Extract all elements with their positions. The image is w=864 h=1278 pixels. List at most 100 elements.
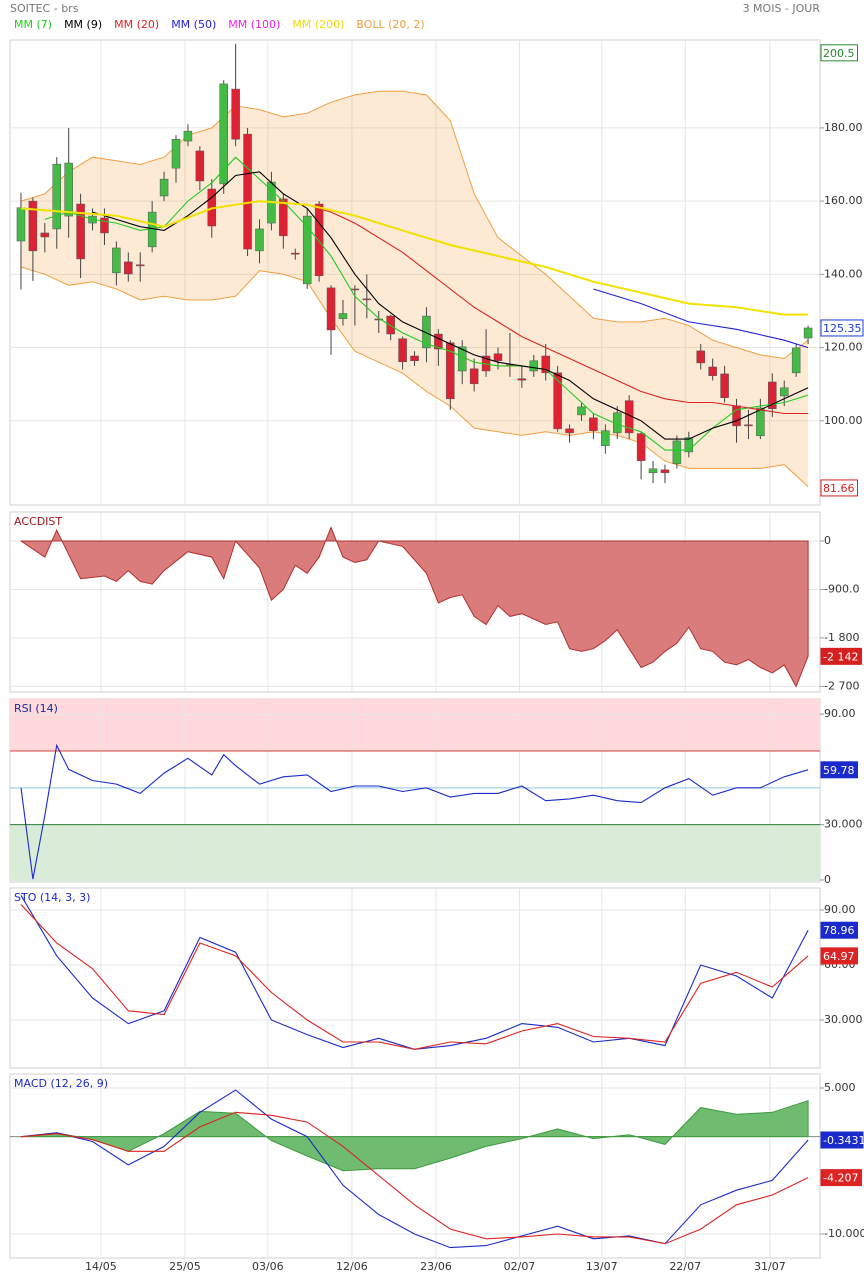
candle-body [469, 368, 479, 385]
candle-body [183, 130, 193, 142]
last-value-label: -0.3431 [823, 1134, 864, 1147]
y-tick-label: 0 [824, 873, 831, 886]
legend-entry: MM (100) [228, 18, 280, 31]
candle-body [362, 298, 372, 301]
candle-body [541, 355, 550, 374]
candle-body [684, 437, 694, 453]
oversold-zone [10, 824, 820, 882]
candle-body [398, 338, 407, 363]
line [44, 156, 809, 451]
candle-body [529, 360, 539, 372]
candle-body [803, 327, 813, 339]
legend-entry: MM (7) [14, 18, 52, 31]
candle-body [279, 198, 288, 237]
last-value-box [820, 947, 858, 965]
last-value-box [820, 44, 858, 62]
candle-body [326, 287, 336, 331]
x-tick-label: 13/07 [586, 1260, 618, 1273]
y-tick-label: 5.000 [824, 1081, 856, 1094]
legend-entry: MM (50) [171, 18, 216, 31]
candle-body [601, 430, 610, 446]
last-value-label: -2 142 [823, 650, 858, 663]
x-tick-label: 12/06 [336, 1260, 368, 1273]
candle-body [171, 138, 181, 169]
line [20, 904, 809, 1050]
candle-body [720, 373, 729, 398]
candle-body [434, 333, 443, 350]
last-value-box [820, 761, 858, 779]
last-value-label: 59.78 [823, 764, 855, 777]
candle-body [135, 264, 145, 267]
area [20, 526, 809, 688]
candle-body [16, 207, 26, 242]
candle-body [744, 424, 753, 427]
y-tick-label: 30.000 [824, 1013, 863, 1026]
candle-body [314, 203, 324, 277]
y-tick-label: 90.00 [824, 903, 856, 916]
y-tick-label: 180.00 [824, 121, 863, 134]
bollinger-upper [20, 90, 809, 360]
candle-body [756, 407, 765, 437]
last-value-label: 81.66 [823, 482, 855, 495]
candle-body [338, 313, 348, 319]
x-tick-label: 14/05 [85, 1260, 117, 1273]
last-value-label: 125.35 [823, 322, 862, 335]
candle-body [779, 387, 789, 397]
y-tick-label: 100.00 [824, 414, 863, 427]
candle-body [589, 417, 598, 431]
candle-body [791, 347, 801, 374]
candle-body [732, 405, 741, 427]
candle-body [672, 440, 682, 464]
candle-body [112, 247, 121, 274]
candle-body [708, 366, 717, 377]
candle-body [517, 378, 527, 381]
line [593, 288, 809, 349]
candle-body [636, 433, 646, 461]
line [20, 1089, 809, 1249]
candle-body [577, 406, 586, 416]
last-value-label: -4.207 [823, 1172, 858, 1185]
candle-body [231, 88, 240, 140]
candle-body [195, 150, 205, 182]
x-tick-label: 22/07 [669, 1260, 701, 1273]
candle-body [374, 318, 383, 321]
last-value-label: 78.96 [823, 924, 855, 937]
candle-body [159, 178, 169, 197]
y-tick-label: -2 700 [824, 679, 859, 692]
candle-body [350, 288, 360, 291]
line [20, 200, 809, 316]
candle-body [28, 200, 38, 252]
x-tick-label: 03/06 [252, 1260, 284, 1273]
panel-title: ACCDIST [14, 515, 62, 528]
y-tick-label: 0 [824, 534, 831, 547]
last-value-label: 64.97 [823, 950, 855, 963]
panel-title: MACD (12, 26, 9) [14, 1077, 108, 1090]
candle-body [493, 353, 503, 361]
candle-body [124, 261, 133, 275]
panel-title: RSI (14) [14, 702, 58, 715]
candle-body [40, 232, 50, 238]
candle-body [660, 469, 670, 474]
chart-subtitle: 3 MOIS - JOUR [743, 2, 821, 15]
candle-body [565, 428, 574, 434]
y-tick-label: -1 800 [824, 631, 859, 644]
candle-body [291, 252, 300, 255]
chart-title: SOITEC - brs [10, 2, 79, 15]
last-value-label: 200.5 [823, 47, 855, 60]
candle-body [76, 203, 85, 260]
candle-body [52, 163, 61, 230]
panel-title: STO (14, 3, 3) [14, 891, 90, 904]
candle-body [410, 355, 419, 361]
line [20, 743, 809, 880]
candle-body [255, 228, 264, 252]
last-value-box [820, 647, 862, 665]
y-tick-label: -10.000 [824, 1227, 864, 1240]
line [92, 171, 809, 440]
x-tick-label: 02/07 [504, 1260, 536, 1273]
panel-frame [9, 887, 821, 1069]
y-tick-label: 90.00 [824, 707, 856, 720]
y-tick-label: 160.00 [824, 194, 863, 207]
y-tick-label: 140.00 [824, 267, 863, 280]
candle-body [696, 350, 705, 364]
